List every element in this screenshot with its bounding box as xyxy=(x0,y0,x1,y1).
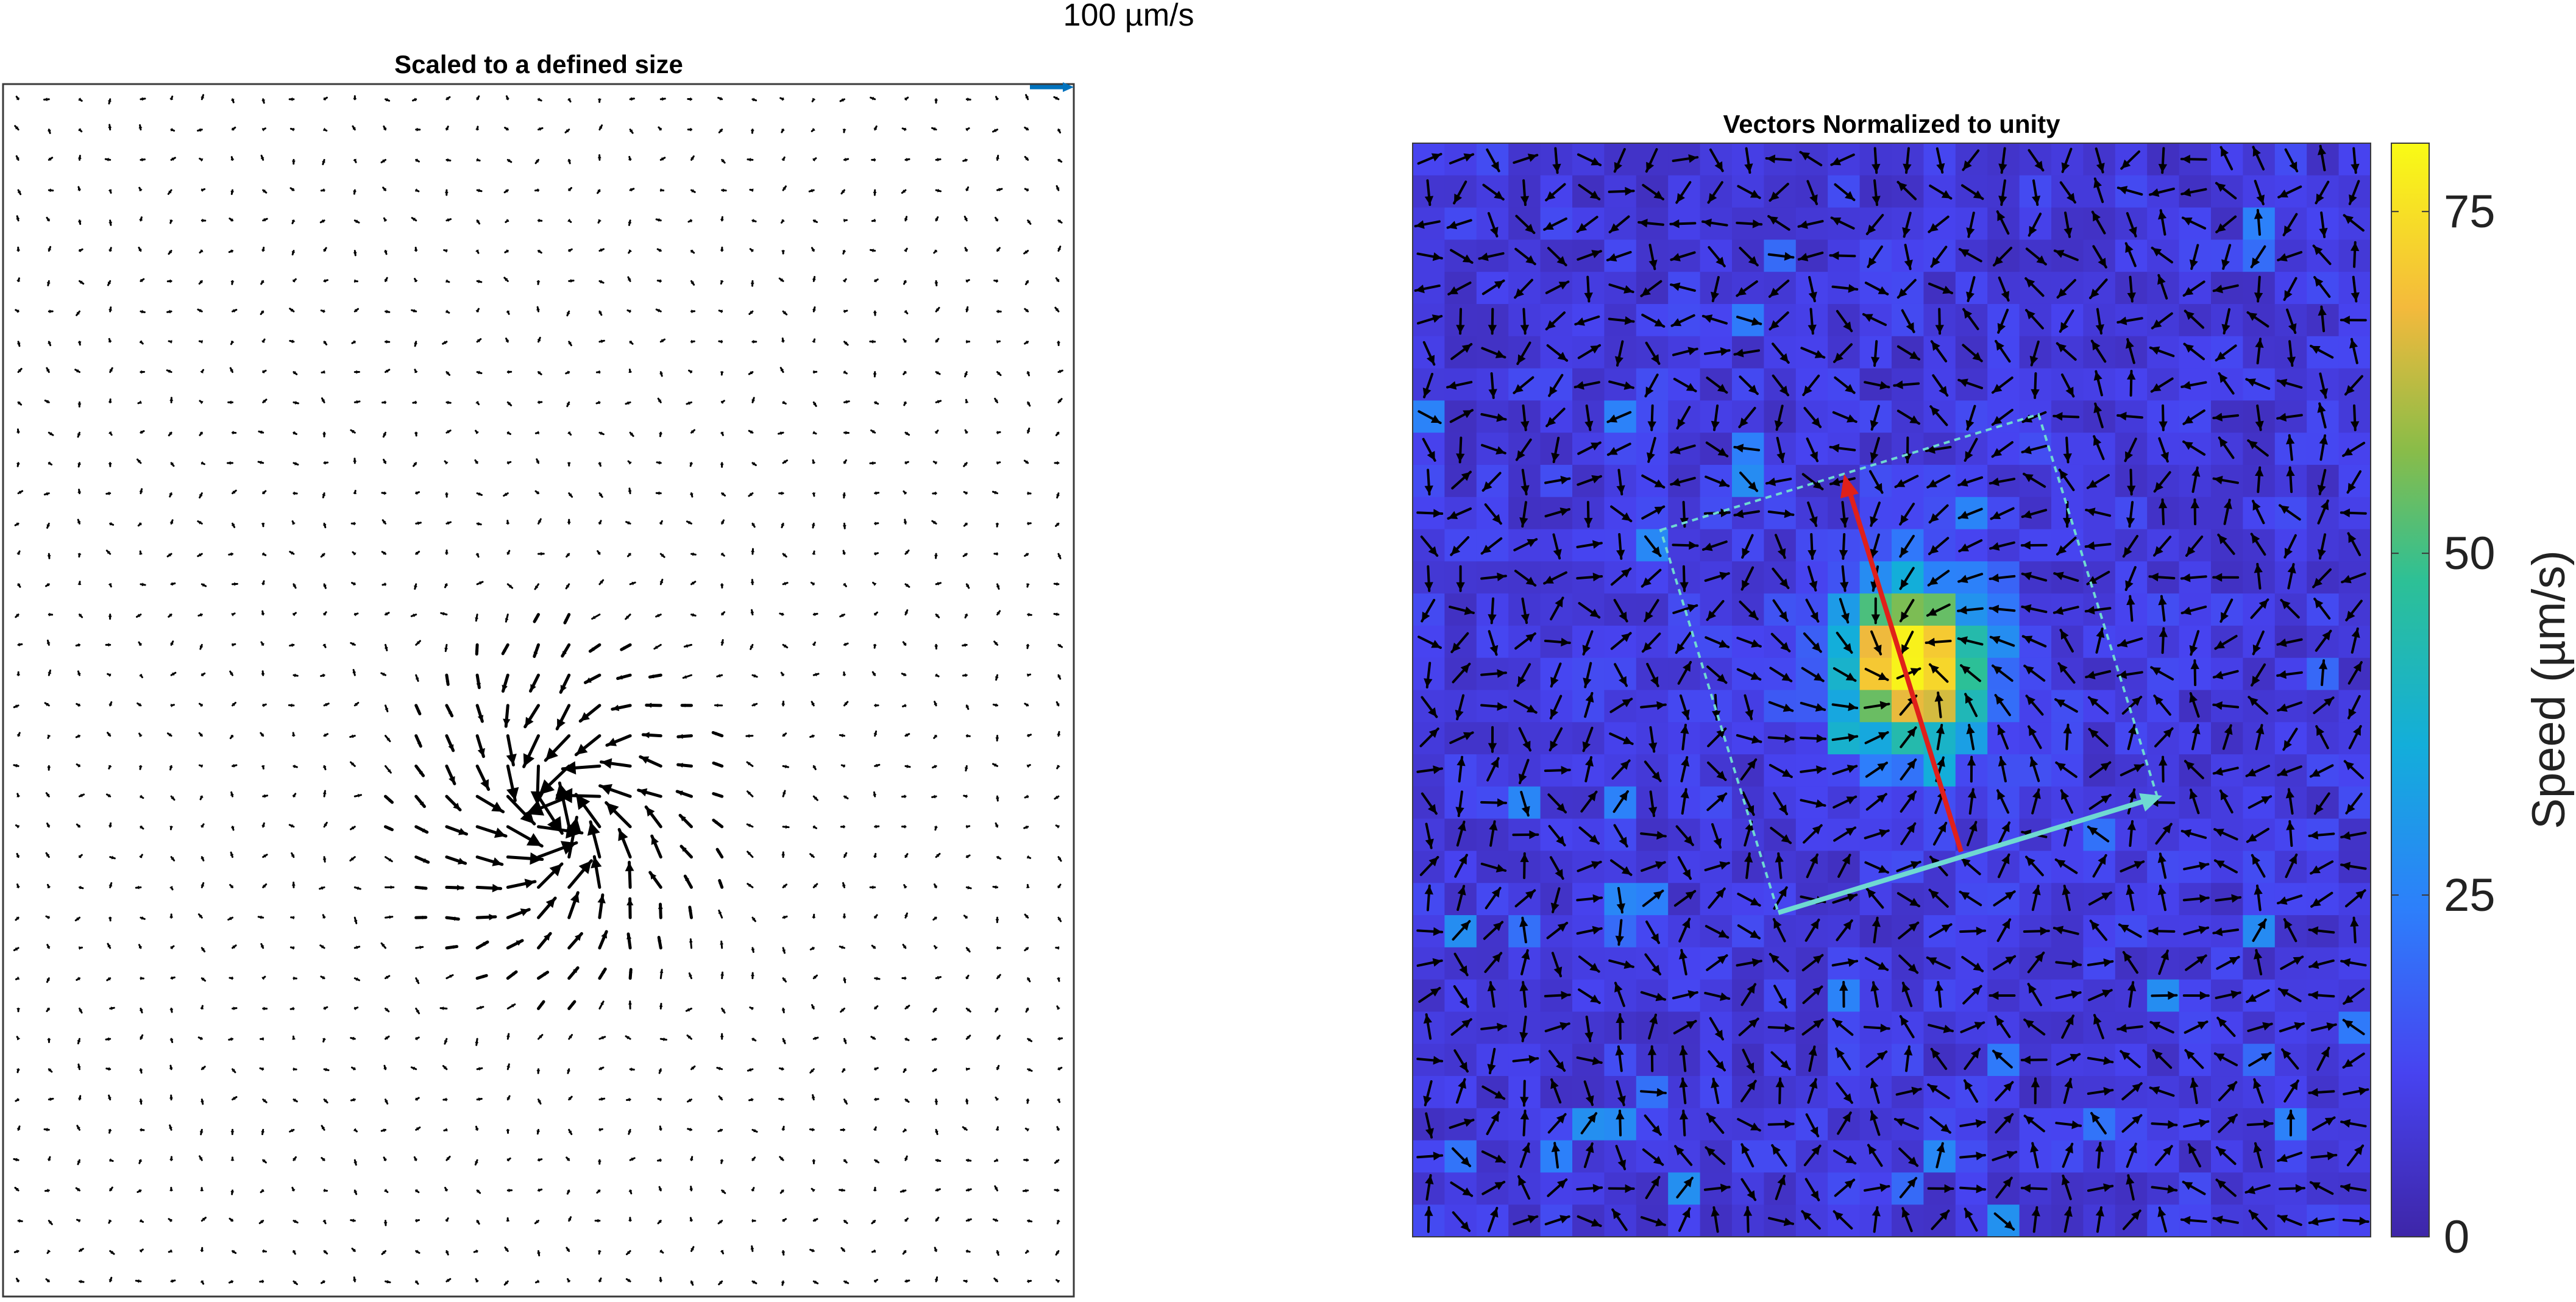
vector-arrow xyxy=(416,916,426,919)
right-heatmap-panel: Vectors Normalized to unity xyxy=(1413,110,2371,1237)
left-axes-box xyxy=(3,84,1074,1297)
right-panel-title: Vectors Normalized to unity xyxy=(1723,110,2060,138)
colorbar-tick-label: 0 xyxy=(2444,1211,2469,1263)
left-quiver-panel: Scaled to a defined size xyxy=(3,50,1074,1297)
colorbar-label: Speed (µm/s) xyxy=(2523,550,2575,829)
colorbar-tick-label: 50 xyxy=(2444,528,2496,579)
scale-label: 100 µm/s xyxy=(1063,0,1194,33)
colorbar: 0 25 50 75 Speed (µm/s) xyxy=(2391,143,2575,1263)
speed-heatmap xyxy=(1413,143,2371,1237)
colorbar-gradient xyxy=(2391,143,2429,1237)
left-panel-title: Scaled to a defined size xyxy=(394,50,683,79)
vector-arrow xyxy=(682,704,691,707)
colorbar-tick-label: 75 xyxy=(2444,186,2496,238)
colorbar-tick-label: 25 xyxy=(2444,869,2496,921)
